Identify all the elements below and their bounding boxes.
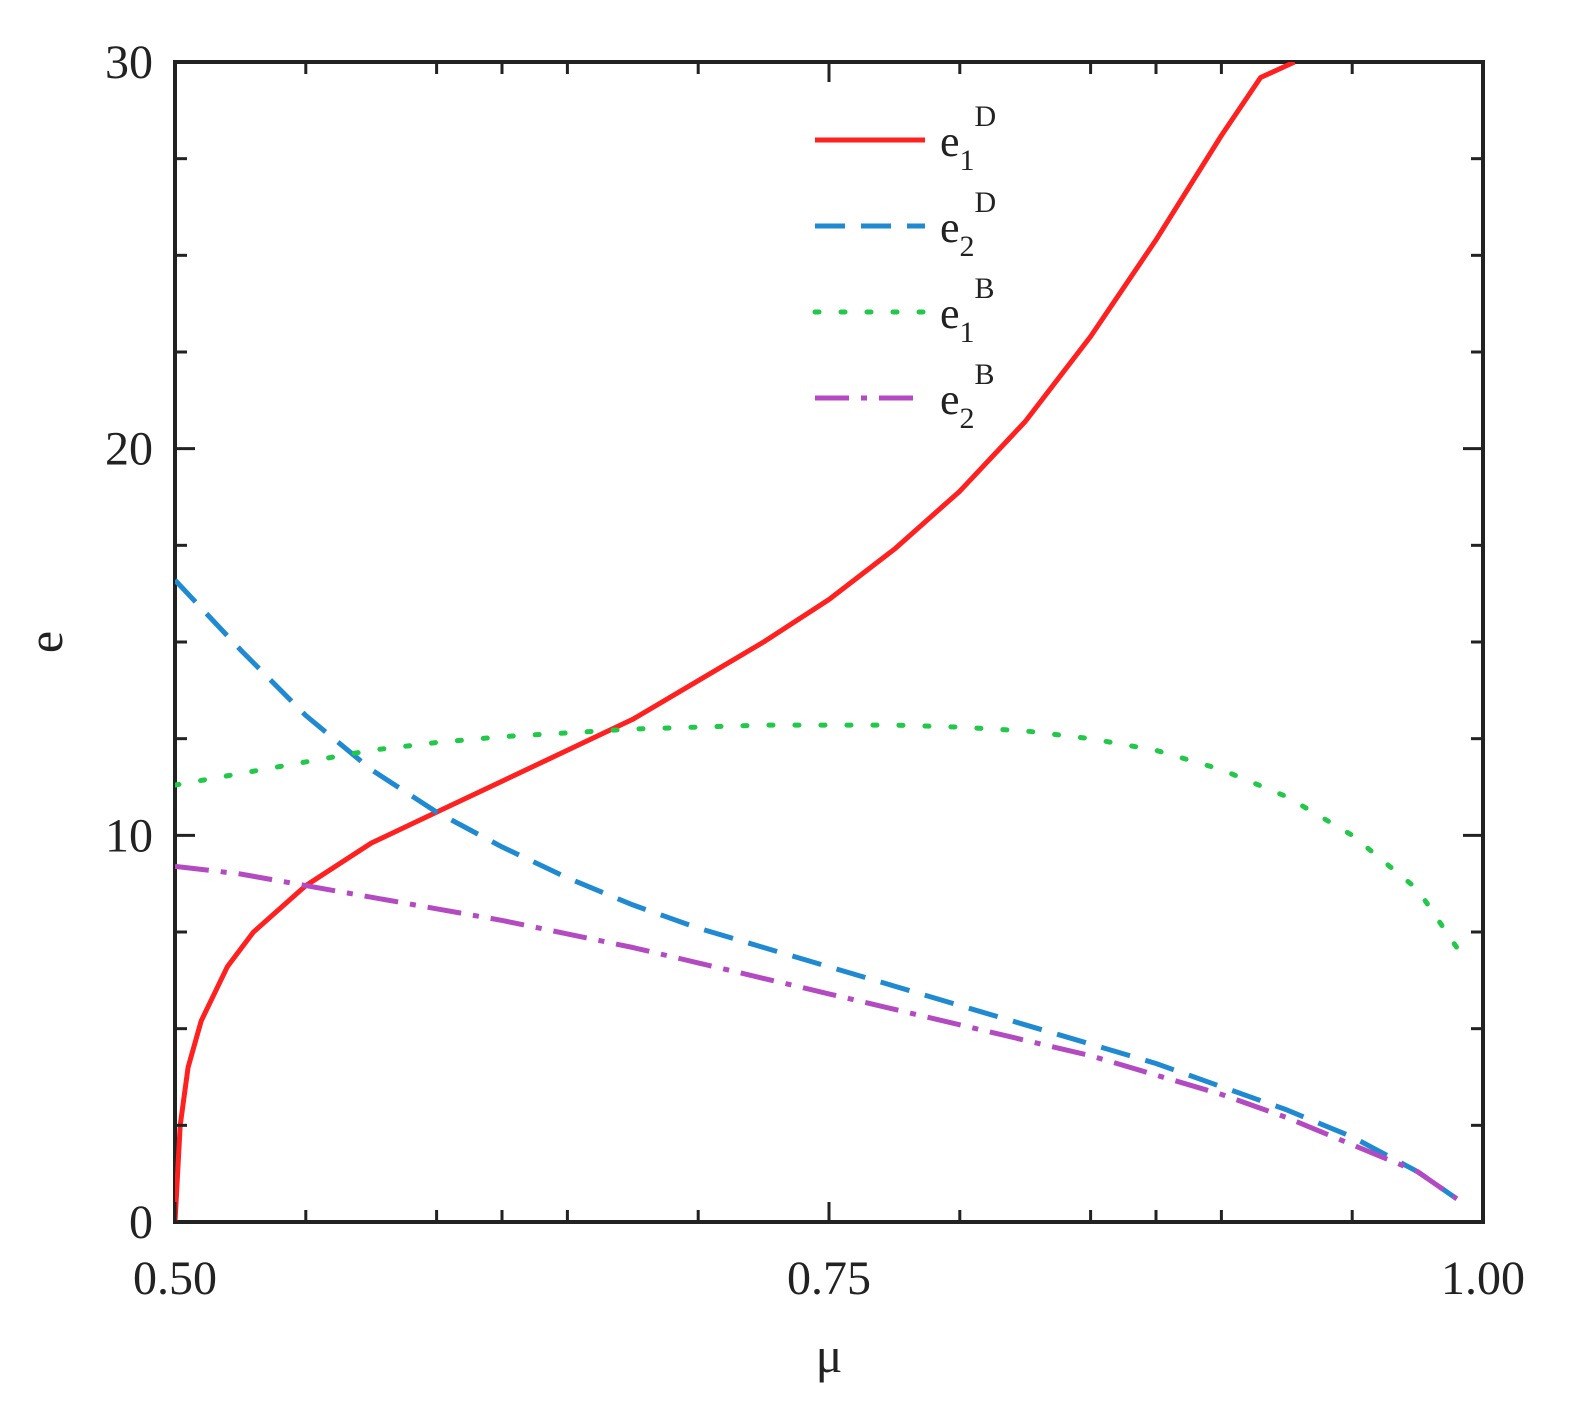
plot-area [173,60,1485,1224]
legend-item-e1B: e1B [812,272,995,349]
y-tick-label: 0 [129,1196,153,1249]
legend-label: e2B [940,358,995,435]
legend-label: e2D [940,186,996,263]
y-tick-label: 10 [105,809,153,862]
series-line-e1D [175,62,1296,1222]
series-line-e2B [175,863,1459,1201]
y-tick-label: 30 [105,36,153,89]
x-axis-title: μ [816,1327,843,1383]
legend-item-e2D: e2D [815,186,996,263]
x-tick-label: 0.50 [133,1252,217,1305]
series-layer [175,62,1460,1222]
y-axis-title: e [17,631,73,653]
legend: e1D e2D e1B e2B [812,100,996,435]
legend-label: e1D [940,100,996,177]
axes-layer: 0.50 0.75 1.00 0 10 20 30 [105,36,1525,1305]
plot-frame [173,60,1485,1224]
y-tick-label: 20 [105,423,153,476]
legend-label: e1B [940,272,995,349]
series-line-e2D [175,578,1459,1201]
x-tick-label: 1.00 [1441,1252,1525,1305]
x-tick-label: 0.75 [787,1252,871,1305]
legend-item-e2B: e2B [815,358,995,435]
legend-item-e1D: e1D [815,100,996,177]
series-line-e1B [175,722,1460,950]
